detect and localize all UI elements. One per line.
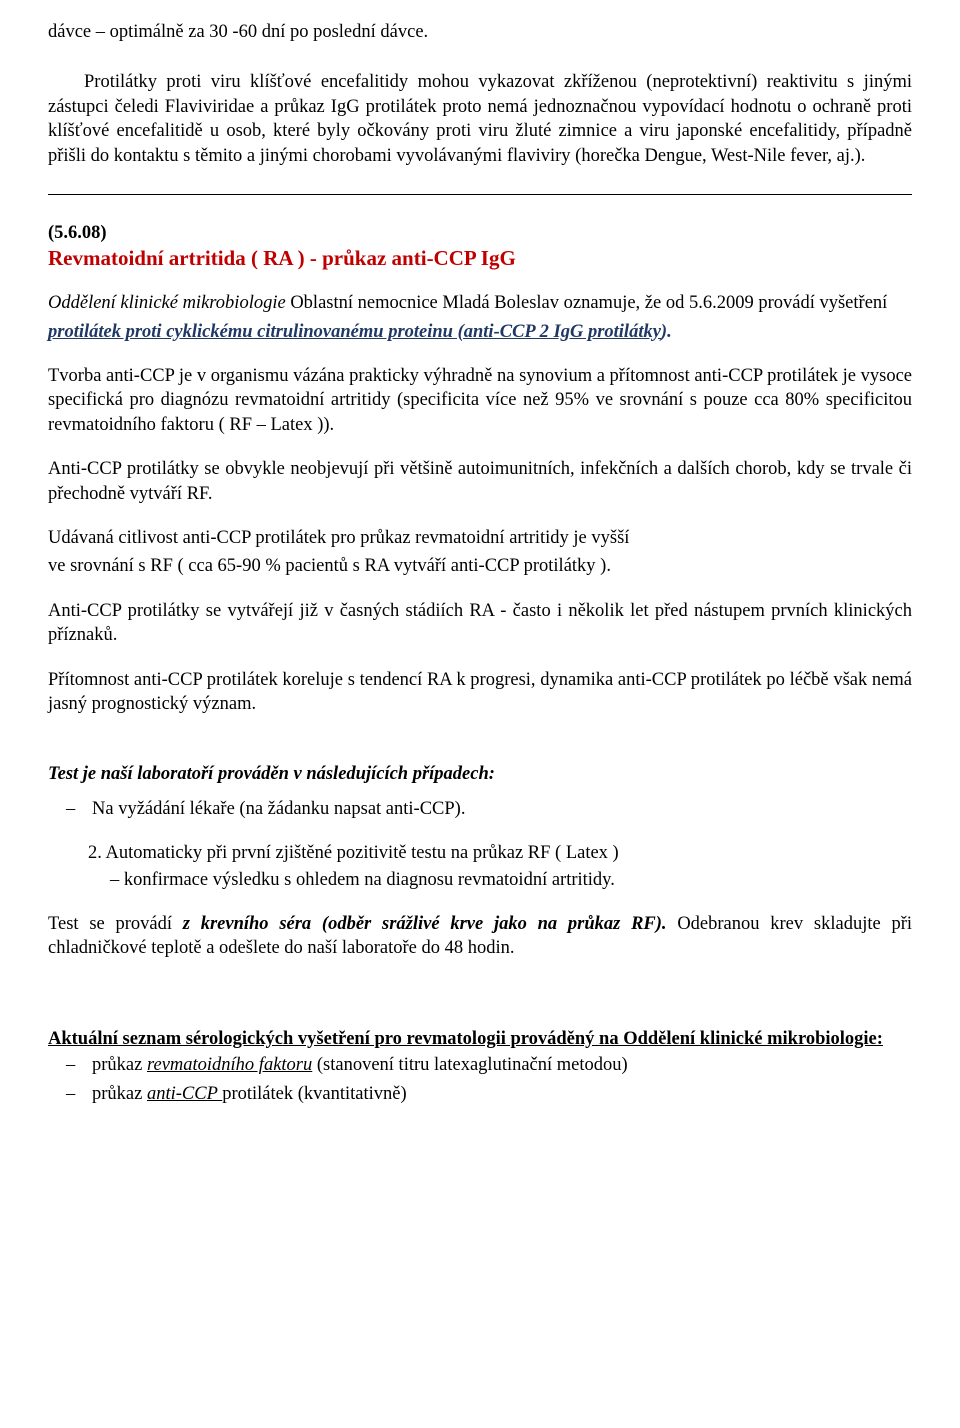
paragraph-sensitivity-b: ve srovnání s RF ( cca 65-90 % pacientů … [48,554,912,578]
numbered-item-2-sub: – konfirmace výsledku s ohledem na diagn… [48,868,912,892]
sample-text-a: Test se provádí [48,914,183,934]
list-item: průkaz revmatoidního faktoru (stanovení … [48,1053,912,1077]
paragraph-early-stage: Anti-CCP protilátky se vytvářejí již v č… [48,599,912,648]
heading-serology-list: Aktuální seznam sérologických vyšetření … [48,1027,912,1051]
paragraph-sample-handling: Test se provádí z krevního séra (odběr s… [48,912,912,961]
paragraph-flavivirus: Protilátky proti viru klíšťové encefalit… [48,70,912,168]
anticcp-link: anti-CCP [147,1084,222,1104]
sample-text-b: z krevního séra (odběr srážlivé krve jak… [183,914,667,934]
li-text: průkaz [92,1055,147,1075]
anti-ccp-link[interactable]: protilátek proti cyklickému citrulinovan… [48,322,661,342]
list-item: Na vyžádání lékaře (na žádanku napsat an… [48,797,912,821]
numbered-item-2: 2. Automaticky při první zjištěné poziti… [48,841,912,865]
paragraph-link-line: protilátek proti cyklickému citrulinovan… [48,320,912,344]
paragraph-specificity: Tvorba anti-CCP je v organismu vázána pr… [48,364,912,437]
li-tail: (stanovení titru latexaglutinační metodo… [312,1055,627,1075]
reference-number: (5.6.08) [48,221,912,245]
paragraph-autoimmune: Anti-CCP protilátky se obvykle neobjevuj… [48,457,912,506]
dept-name: Oddělení klinické mikrobiologie [48,293,286,313]
heading-revmatoidni-artritida: Revmatoidní artritida ( RA ) - průkaz an… [48,245,912,273]
li-text: průkaz [92,1084,147,1104]
anti-ccp-link-tail: ). [661,322,672,342]
paragraph-sensitivity-a: Udávaná citlivost anti-CCP protilátek pr… [48,526,912,550]
heading-test-cases: Test je naší laboratoří prováděn v násle… [48,762,912,786]
list-test-cases: Na vyžádání lékaře (na žádanku napsat an… [48,797,912,821]
paragraph-intro: Oddělení klinické mikrobiologie Oblastní… [48,291,912,315]
list-serology: průkaz revmatoidního faktoru (stanovení … [48,1053,912,1106]
intro-text: Oblastní nemocnice Mladá Boleslav oznamu… [286,293,888,313]
li-tail: protilátek (kvantitativně) [222,1084,406,1104]
paragraph-fragment-top: dávce – optimálně za 30 -60 dní po posle… [48,20,912,44]
paragraph-prognosis: Přítomnost anti-CCP protilátek koreluje … [48,668,912,717]
section-divider [48,194,912,195]
document-page: dávce – optimálně za 30 -60 dní po posle… [0,0,960,1428]
rf-link: revmatoidního faktoru [147,1055,312,1075]
list-item: průkaz anti-CCP protilátek (kvantitativn… [48,1082,912,1106]
